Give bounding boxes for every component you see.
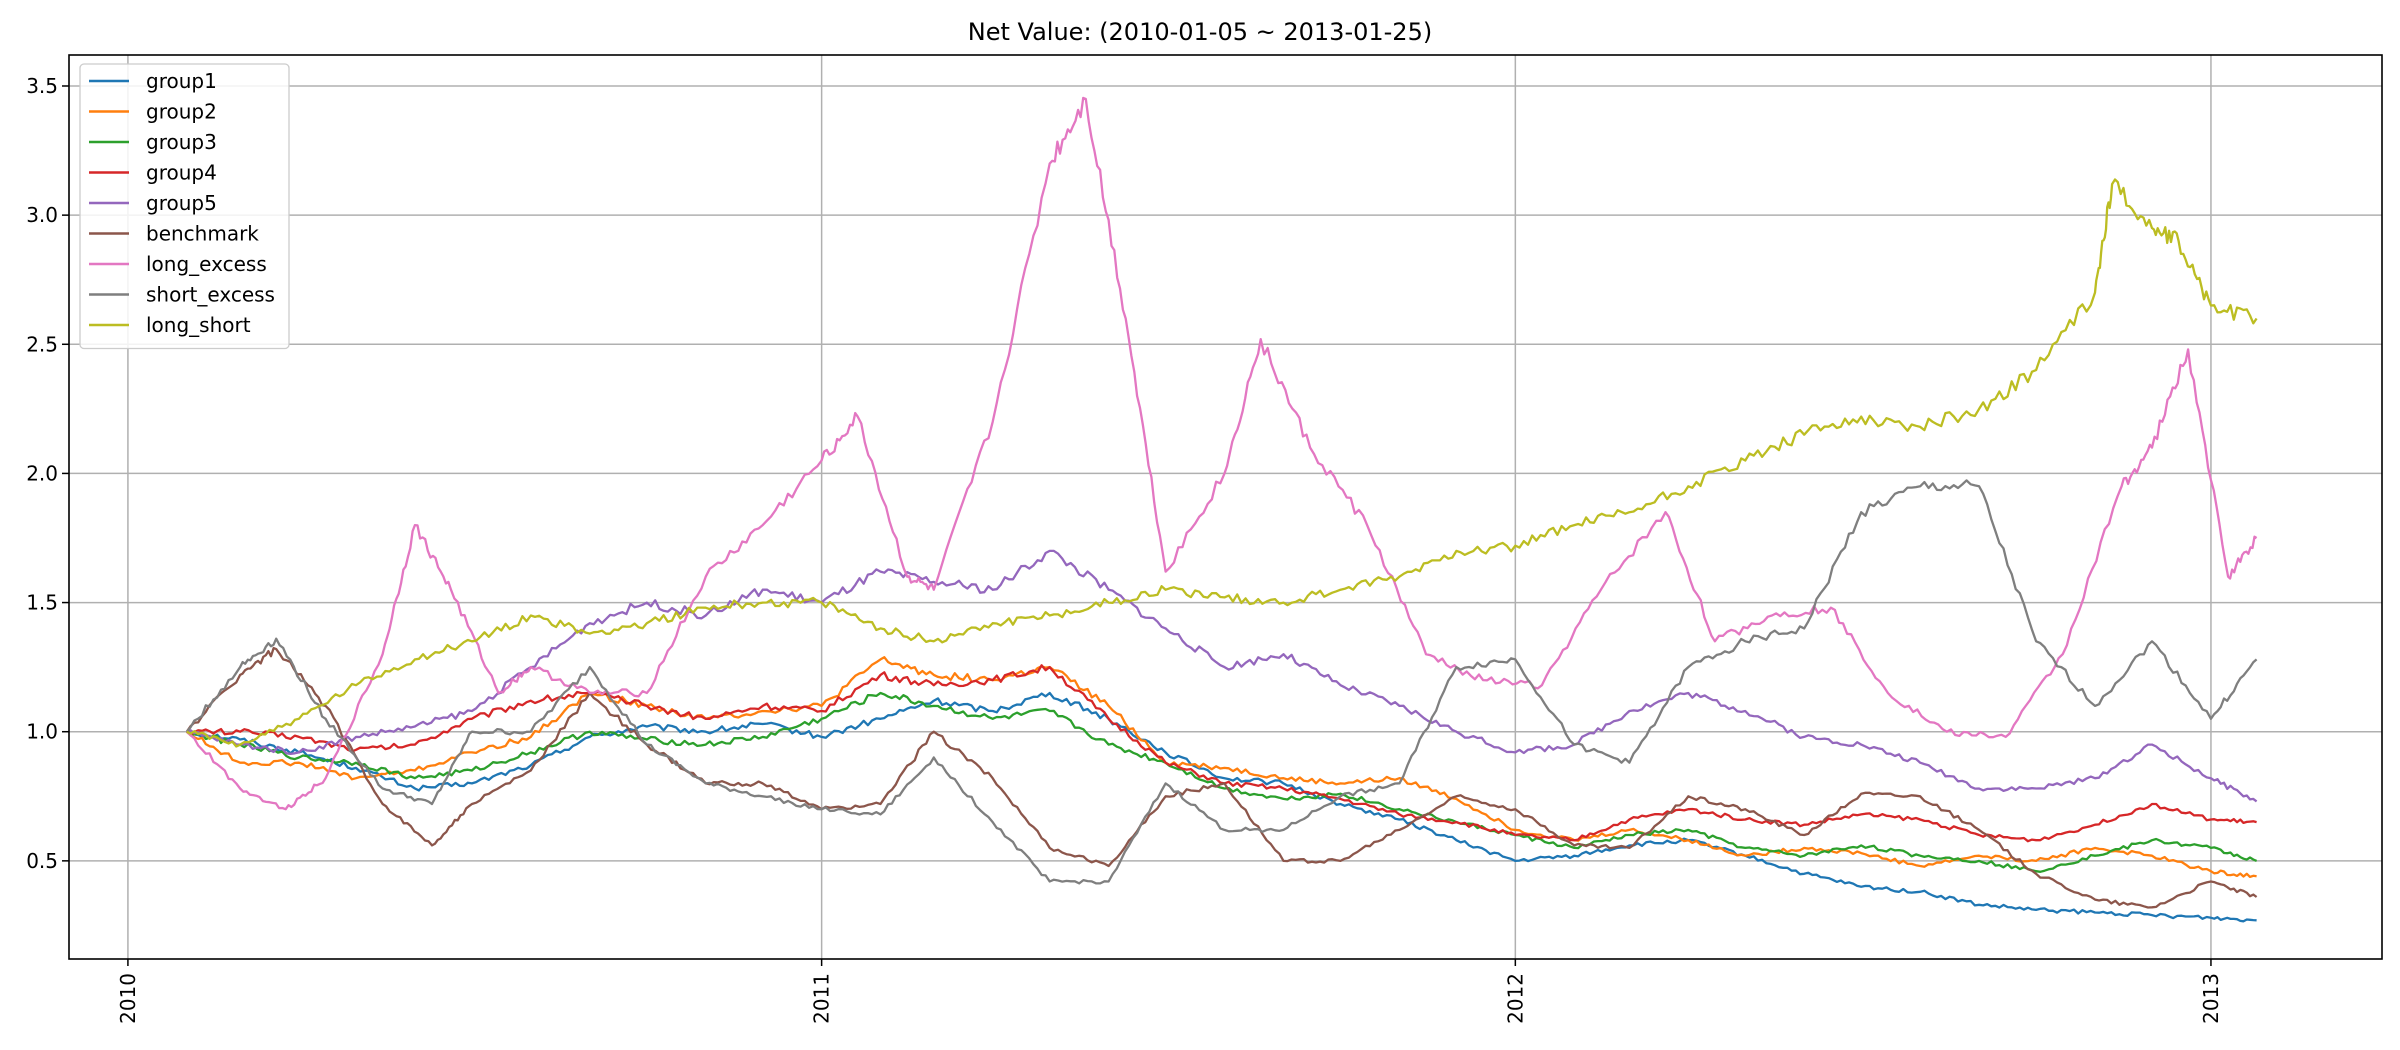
legend-label-long_short: long_short	[146, 313, 251, 337]
series-line-group1	[186, 691, 2257, 923]
legend-label-group4: group4	[146, 161, 217, 185]
grid	[69, 55, 2382, 959]
y-tick-label: 3.0	[26, 203, 58, 227]
legend-label-group5: group5	[146, 191, 217, 215]
legend-label-short_excess: short_excess	[146, 283, 275, 307]
series-line-long_excess	[186, 96, 2258, 811]
legend-label-long_excess: long_excess	[146, 252, 267, 276]
legend-label-group1: group1	[146, 69, 217, 93]
y-axis: 0.5 1.0 1.5 2.0 2.5 3.0 3.5	[26, 74, 69, 873]
legend-box	[79, 63, 290, 350]
y-tick-label: 2.0	[26, 461, 58, 485]
y-tick-label: 0.5	[26, 849, 58, 873]
legend-label-group3: group3	[146, 130, 217, 154]
y-tick-label: 3.5	[26, 74, 58, 98]
x-axis: 2010 2011 2012 2013	[116, 959, 2223, 1024]
legend-label-group2: group2	[146, 100, 217, 124]
x-tick-label: 2010	[116, 973, 140, 1024]
x-tick-label: 2013	[2199, 973, 2223, 1024]
series-lines	[185, 96, 2258, 923]
x-tick-label: 2011	[810, 973, 834, 1024]
y-tick-label: 1.5	[26, 591, 58, 615]
x-tick-label: 2012	[1503, 973, 1527, 1024]
chart-title: Net Value: (2010-01-05 ~ 2013-01-25)	[968, 18, 1432, 46]
y-tick-label: 1.0	[26, 720, 58, 744]
plot-frame	[68, 54, 2383, 960]
legend: group1 group2 group3 group4 group5 benchmark l…	[79, 63, 290, 350]
series-line-long_short	[186, 178, 2258, 748]
series-line-benchmark	[185, 646, 2258, 909]
y-tick-label: 2.5	[26, 332, 58, 356]
series-line-group2	[186, 656, 2257, 879]
legend-label-benchmark: benchmark	[146, 222, 259, 246]
series-line-group3	[186, 691, 2258, 873]
series-line-short_excess	[185, 479, 2258, 885]
